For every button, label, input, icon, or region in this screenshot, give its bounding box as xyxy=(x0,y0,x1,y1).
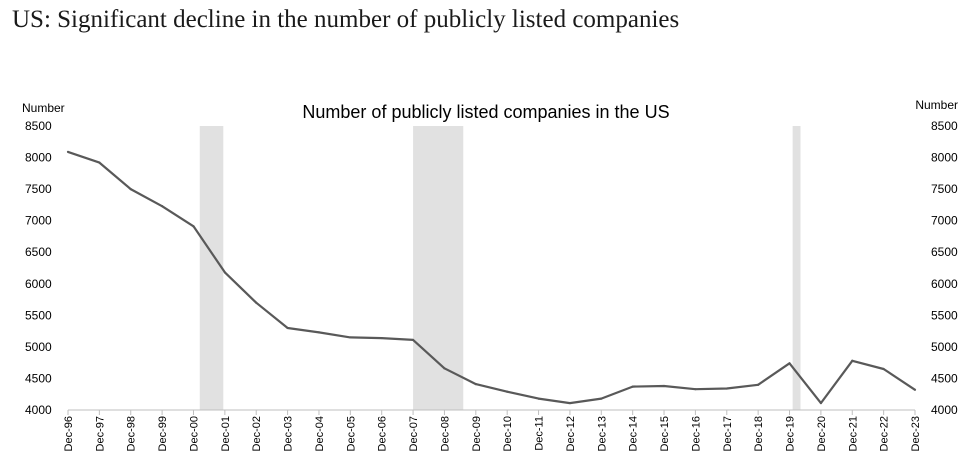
x-tick-label: Dec-16 xyxy=(690,416,702,451)
data-point xyxy=(819,401,822,405)
y-axis-left-label: Number xyxy=(22,101,65,115)
y-tick-label-left: 6500 xyxy=(25,245,52,259)
x-tick-label: Dec-97 xyxy=(94,416,106,451)
page-headline: US: Significant decline in the number of… xyxy=(12,6,680,33)
x-tick-label: Dec-09 xyxy=(471,416,483,451)
data-point xyxy=(631,385,634,388)
x-tick-label: Dec-18 xyxy=(753,416,765,451)
x-tick-label: Dec-03 xyxy=(283,416,295,451)
x-tick-label: Dec-06 xyxy=(377,416,389,451)
y-axis-right-label: Number xyxy=(915,98,958,112)
data-point xyxy=(192,225,195,228)
y-tick-label-right: 4500 xyxy=(931,371,958,385)
y-tick-label-right: 6500 xyxy=(931,245,958,259)
y-tick-label-left: 8500 xyxy=(25,119,52,133)
data-point xyxy=(851,359,854,362)
y-tick-label-left: 5000 xyxy=(25,340,52,354)
data-point xyxy=(788,362,791,365)
data-point xyxy=(98,161,101,164)
x-tick-label: Dec-04 xyxy=(314,416,326,451)
data-point xyxy=(411,338,415,342)
x-tick-label: Dec-15 xyxy=(659,416,671,451)
y-tick-label-left: 7000 xyxy=(25,214,52,228)
y-axis-right-ticks: 4000 4500 5000 5500 6000 6500 7000 7500 8000 8500 xyxy=(931,119,958,417)
data-point xyxy=(349,336,352,339)
data-point xyxy=(662,384,666,388)
x-tick-label: Dec-19 xyxy=(785,416,797,451)
data-point xyxy=(380,336,383,340)
x-tick-label: Dec-10 xyxy=(502,416,514,451)
y-tick-label-left: 7500 xyxy=(25,182,52,196)
x-tick-label: Dec-99 xyxy=(157,416,169,451)
x-tick-label: Dec-12 xyxy=(565,416,577,451)
x-tick-label: Dec-08 xyxy=(439,416,451,451)
data-point xyxy=(694,388,697,391)
y-axis-left-ticks: 4000 4500 5000 5500 6000 6500 7000 7500 8000 8500 xyxy=(25,119,52,417)
data-point xyxy=(882,367,885,371)
data-point xyxy=(443,367,446,370)
data-point xyxy=(757,383,760,386)
x-tick-label: Dec-17 xyxy=(722,416,734,451)
y-tick-label-right: 7500 xyxy=(931,182,958,196)
data-point xyxy=(474,383,477,386)
data-point xyxy=(223,271,226,274)
data-point xyxy=(506,390,509,393)
x-tick-label: Dec-07 xyxy=(408,416,420,451)
x-tick-label: Dec-13 xyxy=(596,416,608,451)
y-tick-label-left: 6000 xyxy=(25,277,52,291)
y-tick-label-right: 5000 xyxy=(931,340,958,354)
x-tick-label: Dec-21 xyxy=(847,416,859,451)
data-point xyxy=(161,205,164,208)
data-point xyxy=(913,388,917,391)
x-tick-label: Dec-11 xyxy=(534,416,546,451)
recession-band xyxy=(199,126,224,410)
x-axis-ticks: Dec-96 Dec-97 Dec-98 Dec-99 Dec-00 Dec-01 Dec-… xyxy=(63,410,922,451)
x-tick-label: Dec-00 xyxy=(188,416,200,451)
y-tick-label-left: 5500 xyxy=(25,308,52,322)
y-tick-label-left: 8000 xyxy=(25,151,52,165)
data-point xyxy=(537,397,540,400)
x-tick-label: Dec-01 xyxy=(220,416,232,451)
x-tick-label: Dec-23 xyxy=(910,416,922,451)
chart-title: Number of publicly listed companies in t… xyxy=(302,102,669,122)
x-tick-label: Dec-05 xyxy=(345,416,357,451)
x-tick-label: Dec-20 xyxy=(816,416,828,451)
y-tick-label-right: 4000 xyxy=(931,403,958,417)
y-tick-label-right: 8500 xyxy=(931,119,958,133)
recession-bands xyxy=(199,126,801,410)
y-tick-label-left: 4500 xyxy=(25,371,52,385)
x-tick-label: Dec-98 xyxy=(126,416,138,451)
data-point xyxy=(286,326,289,330)
y-tick-label-right: 5500 xyxy=(931,308,958,322)
data-point xyxy=(600,397,603,400)
x-tick-label: Dec-02 xyxy=(251,416,263,451)
data-point xyxy=(255,301,258,304)
series-group xyxy=(66,150,917,405)
x-tick-label: Dec-14 xyxy=(628,416,640,451)
recession-band xyxy=(413,126,464,410)
series-line xyxy=(67,150,916,405)
y-tick-label-left: 4000 xyxy=(25,403,52,417)
data-point xyxy=(568,401,572,405)
x-tick-label: Dec-96 xyxy=(63,416,75,451)
recession-band xyxy=(792,126,801,410)
y-tick-label-right: 6000 xyxy=(931,277,958,291)
y-tick-label-right: 7000 xyxy=(931,214,958,228)
y-tick-label-right: 8000 xyxy=(931,151,958,165)
data-point xyxy=(317,331,321,334)
data-point xyxy=(725,387,728,390)
data-point xyxy=(66,150,70,153)
data-point xyxy=(129,188,132,191)
x-tick-label: Dec-22 xyxy=(879,416,891,451)
